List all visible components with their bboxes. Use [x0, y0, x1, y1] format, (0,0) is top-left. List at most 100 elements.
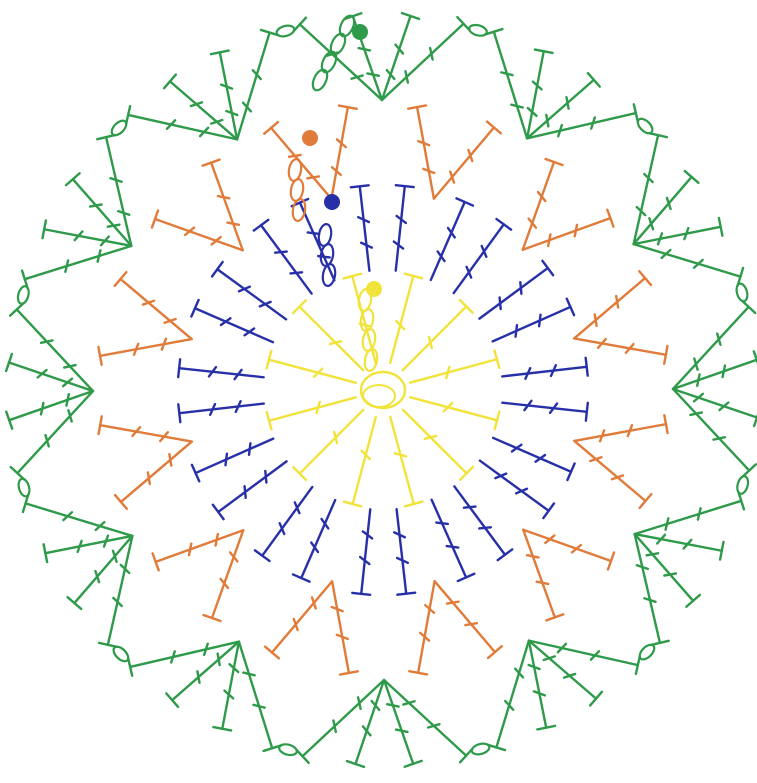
round-4-stitch — [632, 131, 669, 246]
stitch-cross-bar — [312, 367, 324, 379]
stitch-cross-bar — [332, 719, 338, 734]
stitch-cross-bar — [306, 231, 321, 236]
stitch-cross-bar — [593, 313, 598, 328]
chain-loop — [17, 477, 31, 498]
stitch-cross-bar — [665, 196, 672, 211]
stitch-post — [389, 415, 415, 506]
stitch-top-bar — [126, 656, 134, 677]
round-4-stitch — [633, 532, 670, 647]
stitch-post — [210, 529, 245, 620]
stitch-post — [572, 276, 647, 340]
stitch-top-bar — [113, 270, 128, 288]
round-2-stitch — [190, 437, 275, 483]
stitch-cross-bar — [219, 577, 230, 590]
stitch-cross-bar — [513, 667, 525, 679]
stitch-cross-bar — [163, 317, 177, 324]
stitch-top-bar — [97, 345, 103, 366]
round-start-dot — [324, 194, 340, 210]
stitch-cross-bar — [273, 250, 288, 254]
chain-loop — [278, 743, 298, 757]
stitch-top-bar — [113, 493, 128, 510]
stitch-cross-bar — [394, 728, 409, 734]
stitch-cross-bar — [359, 241, 373, 249]
stitch-cross-bar — [293, 501, 301, 515]
stitch-top-bar — [96, 133, 117, 141]
stitch-top-bar — [259, 28, 280, 37]
chain-loop — [110, 119, 128, 137]
stitch-cross-bar — [392, 240, 405, 250]
stitch-cross-bar — [187, 542, 193, 557]
stitch-cross-bar — [183, 226, 196, 237]
stitch-cross-bar — [556, 642, 568, 654]
stitch-post — [23, 244, 133, 281]
stitch-post — [521, 216, 612, 251]
stitch-top-bar — [345, 759, 366, 769]
round-2-stitch — [392, 184, 415, 272]
stitch-cross-bar — [424, 603, 436, 614]
stitch-cross-bar — [716, 332, 722, 346]
round-2-stitch — [210, 260, 288, 321]
magic-ring — [359, 370, 407, 410]
stitch-cross-bar — [109, 176, 123, 183]
stitch-cross-bar — [544, 534, 556, 545]
stitch-top-bar — [407, 104, 428, 110]
round-3-stitch — [432, 120, 503, 200]
stitch-top-bar — [263, 645, 281, 660]
stitch-cross-bar — [510, 103, 524, 109]
stitch-cross-bar — [589, 456, 603, 463]
stitch-cross-bar — [693, 357, 699, 371]
stitch-cross-bar — [718, 401, 730, 412]
round-4-stitches — [4, 11, 757, 769]
round-4-stitch — [126, 640, 241, 677]
round-1-stitch — [265, 396, 358, 431]
round-4-stitch — [20, 244, 133, 289]
stitch-cross-bar — [449, 170, 456, 184]
stitch-post — [633, 532, 662, 645]
round-start-markers — [302, 24, 382, 297]
stitch-post — [300, 498, 337, 580]
round-3-stitch — [407, 104, 436, 200]
round-3-stitch — [522, 528, 616, 571]
stitch-post — [301, 678, 386, 758]
stitch-cross-bar — [225, 109, 239, 117]
round-4-stitch — [671, 350, 757, 391]
stitch-cross-bar — [165, 119, 177, 130]
stitch-top-bar — [165, 692, 180, 709]
round-4-stitch — [124, 104, 239, 141]
stitch-post — [388, 274, 415, 365]
stitch-top-bar — [292, 16, 308, 33]
round-4-stitch — [96, 133, 133, 248]
stitch-post — [98, 423, 194, 443]
round-1-stitch — [291, 299, 365, 372]
stitch-top-bar — [212, 725, 233, 732]
round-4-stitch — [66, 534, 134, 611]
starting-chain-loop — [319, 243, 335, 267]
stitch-cross-bar — [573, 223, 579, 238]
stitch-cross-bar — [500, 71, 514, 77]
stitch-post — [525, 49, 545, 140]
stitch-cross-bar — [202, 642, 209, 657]
stitch-cross-bar — [119, 563, 131, 575]
stitch-cross-bar — [210, 235, 222, 246]
round-2-stitch — [452, 217, 513, 295]
stitch-cross-bar — [226, 221, 241, 227]
stitch-cross-bar — [548, 402, 559, 415]
stitch-post — [42, 228, 133, 248]
stitch-cross-bar — [67, 409, 73, 423]
stitch-top-bar — [396, 591, 417, 596]
stitch-cross-bar — [141, 299, 156, 306]
stitch-top-bar — [265, 349, 273, 370]
stitch-cross-bar — [252, 703, 266, 709]
stitch-post — [358, 185, 371, 272]
stitch-cross-bar — [36, 368, 48, 379]
chain-loop — [638, 643, 656, 661]
stitch-post — [119, 277, 193, 341]
starting-chain-loop — [363, 348, 379, 372]
stitch-cross-bar — [519, 280, 523, 295]
round-start-dot — [366, 281, 382, 297]
stitch-cross-bar — [643, 597, 657, 604]
stitch-cross-bar — [445, 544, 460, 549]
stitch-post — [126, 113, 239, 141]
stitch-cross-bar — [663, 572, 678, 577]
round-3-stitch — [408, 579, 436, 676]
